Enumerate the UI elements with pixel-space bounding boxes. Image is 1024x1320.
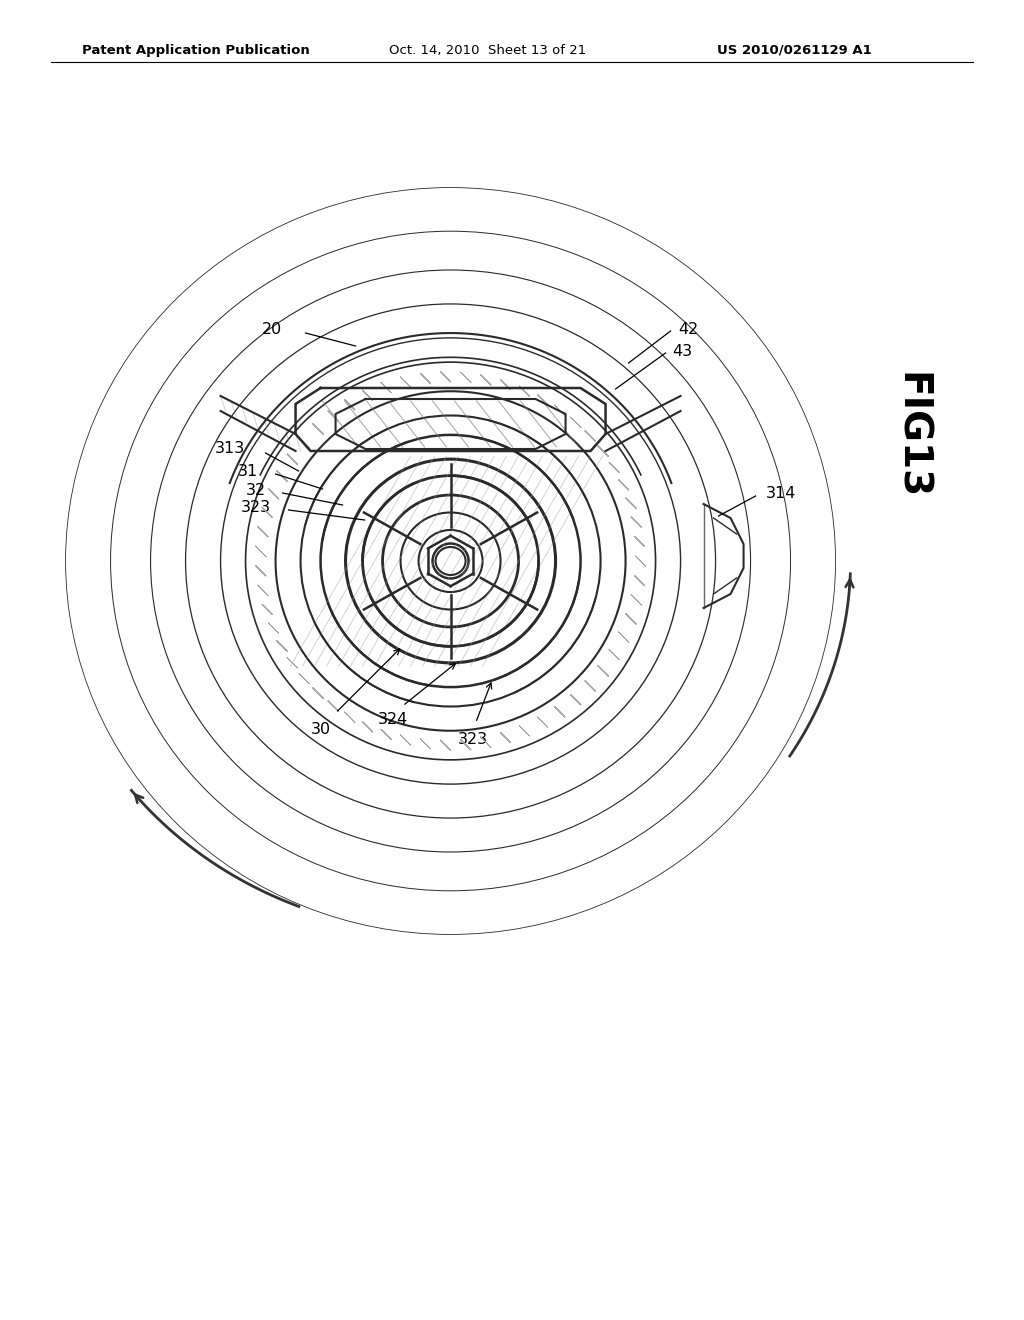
Text: 43: 43 [673, 343, 692, 359]
Text: 31: 31 [239, 463, 258, 479]
Text: 324: 324 [378, 711, 408, 726]
Text: 314: 314 [766, 486, 796, 500]
Text: 323: 323 [241, 499, 270, 515]
Text: Patent Application Publication: Patent Application Publication [82, 44, 309, 57]
Text: 42: 42 [679, 322, 698, 337]
Text: US 2010/0261129 A1: US 2010/0261129 A1 [717, 44, 871, 57]
Text: 313: 313 [215, 441, 246, 455]
Text: 323: 323 [458, 731, 487, 747]
Text: Oct. 14, 2010  Sheet 13 of 21: Oct. 14, 2010 Sheet 13 of 21 [389, 44, 587, 57]
Text: 30: 30 [310, 722, 331, 737]
Text: FIG13: FIG13 [892, 372, 931, 499]
Text: 32: 32 [246, 483, 265, 498]
Text: 20: 20 [262, 322, 283, 337]
